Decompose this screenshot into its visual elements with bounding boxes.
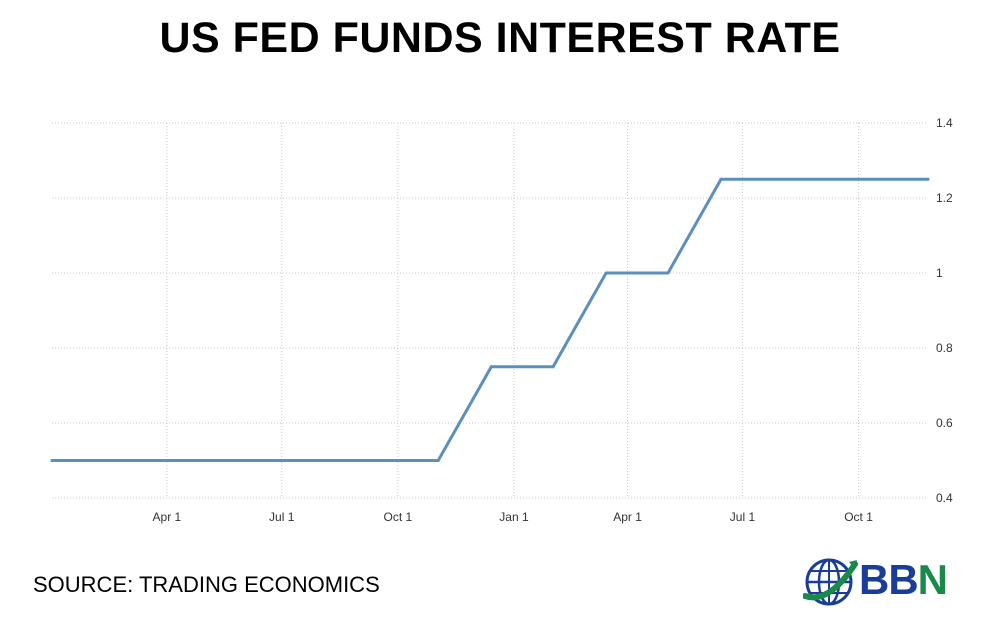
y-axis-ticks: 0.4 0.6 0.8 1 1.2 1.4 bbox=[936, 116, 953, 505]
data-point bbox=[926, 177, 930, 181]
x-tick-label: Jul 1 bbox=[269, 510, 295, 524]
x-tick-label: Jan 1 bbox=[499, 510, 529, 524]
y-tick-label: 1.2 bbox=[936, 191, 953, 205]
data-point bbox=[551, 365, 555, 369]
globe-icon bbox=[803, 558, 858, 606]
logo-text: BBN bbox=[859, 556, 948, 604]
data-point bbox=[50, 459, 54, 462]
bbn-logo: BBN bbox=[803, 552, 973, 612]
chart-title: US FED FUNDS INTEREST RATE bbox=[159, 14, 841, 62]
y-tick-label: 1 bbox=[936, 266, 943, 280]
x-tick-label: Oct 1 bbox=[384, 510, 413, 524]
x-tick-label: Jul 1 bbox=[730, 510, 756, 524]
x-tick-label: Apr 1 bbox=[613, 510, 642, 524]
data-point bbox=[604, 271, 608, 275]
source-caption: SOURCE: TRADING ECONOMICS bbox=[33, 572, 380, 597]
y-tick-label: 0.8 bbox=[936, 341, 953, 355]
series-line bbox=[50, 177, 930, 462]
logo-text-n: N bbox=[917, 556, 948, 603]
y-tick-label: 1.4 bbox=[936, 116, 953, 130]
y-tick-label: 0.4 bbox=[936, 491, 953, 505]
logo-text-bb: BB bbox=[859, 556, 919, 603]
y-tick-label: 0.6 bbox=[936, 416, 953, 430]
data-point bbox=[489, 365, 493, 369]
data-point bbox=[666, 271, 670, 275]
grid-layer bbox=[52, 122, 928, 499]
x-tick-label: Oct 1 bbox=[844, 510, 873, 524]
data-point bbox=[719, 177, 723, 181]
x-axis-ticks: Apr 1 Jul 1 Oct 1 Jan 1 Apr 1 Jul 1 Oct 1 bbox=[153, 510, 874, 524]
x-tick-label: Apr 1 bbox=[153, 510, 182, 524]
data-point bbox=[436, 459, 440, 462]
series-layer bbox=[50, 177, 930, 462]
